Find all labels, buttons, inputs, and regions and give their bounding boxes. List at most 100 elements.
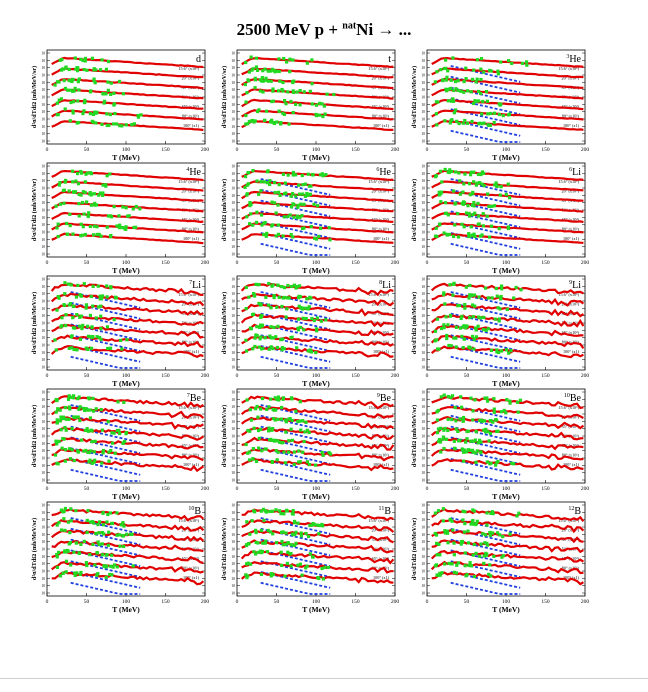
nuclide-label: 6Li (569, 167, 581, 178)
data-point (480, 419, 484, 423)
data-point (482, 327, 486, 332)
data-point (63, 107, 67, 111)
angle-label: 20° (x10⁵) (372, 302, 390, 307)
y-tick-label: 10 (231, 398, 235, 402)
data-point (450, 394, 455, 398)
model-curve-blue (260, 538, 331, 557)
data-point (259, 302, 263, 306)
y-tick-label: 10 (231, 471, 235, 475)
angle-label: 80° (x10¹) (182, 340, 200, 345)
data-point (307, 534, 311, 539)
data-point (315, 316, 319, 320)
data-point (83, 232, 87, 237)
angle-label: 80° (x10¹) (562, 566, 580, 571)
data-point (323, 565, 327, 569)
y-tick-label: 10 (231, 209, 235, 213)
data-point (508, 401, 512, 405)
data-point (69, 519, 73, 523)
model-curve-red (51, 222, 204, 234)
data-point (464, 211, 469, 215)
data-point (257, 108, 261, 112)
x-tick-label: 100 (122, 599, 131, 605)
data-point (437, 193, 441, 197)
data-point (463, 118, 467, 123)
data-point (297, 304, 301, 308)
data-point (442, 323, 446, 327)
data-point (472, 574, 477, 579)
model-curve-blue (260, 468, 331, 482)
y-tick-label: 10 (231, 358, 235, 362)
data-point (82, 212, 86, 216)
angle-label: 100° (x1) (183, 349, 200, 354)
data-point (305, 191, 309, 196)
data-point (253, 344, 257, 349)
x-tick-label: 100 (122, 486, 131, 492)
y-tick-label: 10 (421, 555, 425, 559)
y-tick-label: 10 (41, 464, 45, 468)
data-point (68, 405, 72, 409)
data-point (291, 170, 295, 175)
data-point (437, 542, 441, 546)
y-tick-label: 10 (421, 336, 425, 340)
angle-label: 80° (x10¹) (562, 227, 580, 232)
data-point (272, 121, 277, 126)
data-point (308, 552, 312, 556)
data-point (55, 226, 59, 230)
x-tick-label: 200 (201, 486, 210, 492)
data-point (294, 102, 298, 106)
data-point (100, 461, 104, 465)
data-point (88, 408, 92, 412)
data-point (471, 77, 475, 81)
y-tick-label: 10 (421, 253, 425, 257)
data-point (113, 111, 117, 116)
data-point (475, 519, 479, 523)
data-point (469, 225, 473, 229)
model-curve-red (241, 120, 394, 132)
data-point (303, 430, 307, 434)
data-point (446, 323, 450, 327)
data-point (442, 428, 446, 432)
data-point (268, 179, 272, 183)
y-tick-label: 10 (231, 336, 235, 340)
data-point (69, 100, 73, 105)
y-tick-label: 10 (231, 307, 235, 311)
data-point (276, 232, 281, 236)
data-point (453, 405, 457, 410)
data-point (474, 80, 478, 84)
data-point (445, 437, 449, 441)
y-tick-label: 10 (231, 179, 235, 183)
data-point (117, 428, 121, 432)
data-point (472, 293, 477, 297)
data-point (470, 233, 474, 237)
data-point (96, 540, 100, 544)
model-curve-red (431, 529, 584, 544)
data-point (493, 463, 498, 467)
model-curve-red (51, 436, 204, 450)
data-point (269, 345, 273, 349)
data-point (510, 61, 514, 66)
data-point (69, 563, 73, 567)
data-point (472, 232, 476, 236)
data-point (464, 450, 469, 454)
y-tick-label: 10 (421, 140, 425, 144)
data-point (279, 121, 283, 125)
data-point (100, 58, 104, 62)
data-point (314, 112, 318, 117)
data-point (452, 439, 456, 443)
data-point (291, 173, 295, 177)
data-point (124, 225, 128, 229)
data-point (63, 292, 67, 296)
data-point (61, 188, 66, 193)
data-point (286, 173, 290, 177)
y-tick-label: 10 (421, 209, 425, 213)
y-tick-label: 10 (421, 172, 425, 176)
y-tick-label: 10 (231, 231, 235, 235)
y-tick-label: 10 (231, 344, 235, 348)
data-point (108, 112, 112, 117)
data-point (63, 86, 68, 91)
data-point (67, 67, 71, 72)
data-point (105, 520, 109, 524)
data-point (108, 172, 112, 176)
data-point (74, 295, 79, 299)
data-point (472, 180, 476, 184)
